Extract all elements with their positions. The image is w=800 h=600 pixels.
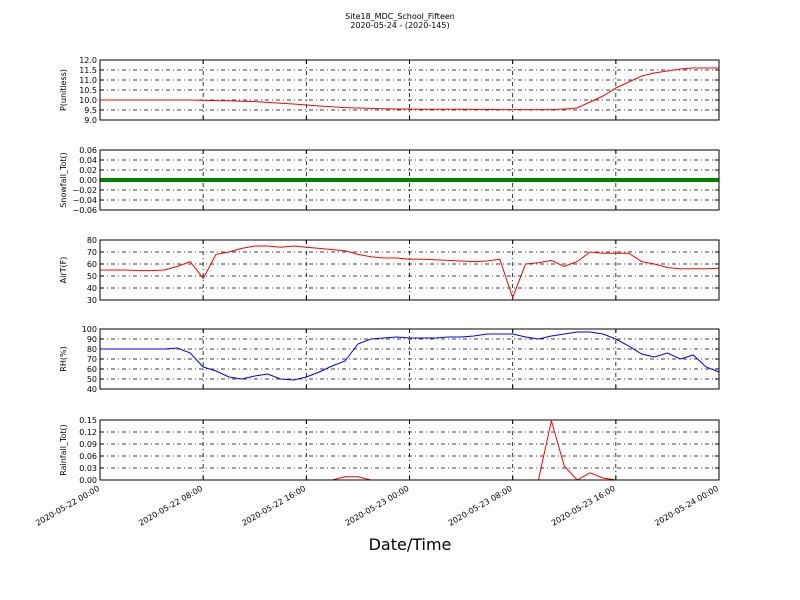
y-tick-label: 10.5 (79, 86, 97, 95)
y-tick-label: 80 (87, 236, 97, 245)
y-tick-label: 60 (87, 365, 97, 374)
data-line (100, 67, 719, 111)
y-tick-label: −0.02 (72, 186, 97, 195)
y-tick-label: 0.12 (79, 428, 97, 437)
y-tick-label: 0.09 (79, 440, 97, 449)
y-tick-label: 0.00 (79, 476, 97, 485)
y-tick-label: 12.0 (79, 56, 97, 65)
y-axis-label: P(unitless) (59, 69, 68, 111)
y-tick-label: 40 (87, 284, 97, 293)
y-tick-label: 40 (87, 385, 97, 394)
data-line (100, 331, 720, 381)
y-tick-label: 90 (87, 335, 97, 344)
x-axis-label: Date/Time (369, 535, 452, 554)
plot-frame (99, 59, 720, 121)
y-axis-label: Snowfall_Tot() (59, 152, 68, 208)
y-tick-label: −0.04 (72, 196, 97, 205)
y-tick-label: 9.0 (84, 116, 97, 125)
y-tick-label: 0.15 (79, 416, 97, 425)
y-tick-label: 30 (87, 296, 97, 305)
y-tick-label: 0.02 (79, 166, 97, 175)
y-tick-label: 0.00 (79, 176, 97, 185)
y-tick-label: 10.0 (79, 96, 97, 105)
y-tick-label: 50 (87, 272, 97, 281)
y-tick-label: 0.04 (79, 156, 97, 165)
y-tick-label: −0.06 (72, 206, 97, 215)
plot-frame (99, 149, 720, 211)
y-axis-label: Rainfall_Tot() (59, 424, 68, 476)
y-tick-label: 70 (87, 355, 97, 364)
plot-frame (99, 328, 720, 390)
plot-frame (99, 419, 720, 481)
y-tick-label: 9.5 (84, 106, 97, 115)
subtitle: 2020-05-24 - (2020-145) (350, 21, 449, 30)
plot-frame (99, 239, 720, 301)
y-tick-label: 0.06 (79, 146, 97, 155)
y-tick-label: 80 (87, 345, 97, 354)
y-axis-label: AirT(F) (59, 257, 68, 284)
y-axis-label: RH(%) (59, 346, 68, 371)
y-tick-label: 0.03 (79, 464, 97, 473)
y-tick-label: 50 (87, 375, 97, 384)
y-tick-label: 11.5 (79, 66, 97, 75)
title: Site18_MDC_School_Fifteen (345, 12, 455, 21)
data-line (100, 245, 720, 300)
y-tick-label: 100 (82, 325, 97, 334)
y-tick-label: 11.0 (79, 76, 97, 85)
y-tick-label: 60 (87, 260, 97, 269)
y-tick-label: 70 (87, 248, 97, 257)
y-tick-label: 0.06 (79, 452, 97, 461)
